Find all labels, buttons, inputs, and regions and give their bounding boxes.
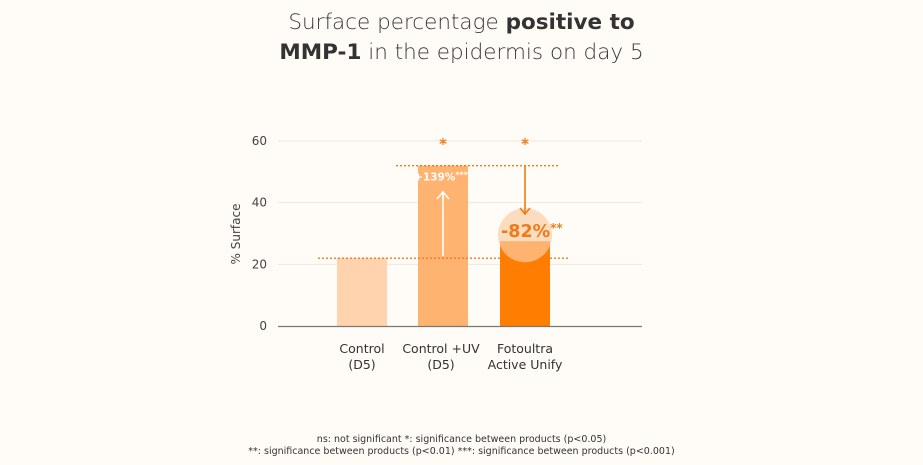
y-tick-label: 20 [252, 257, 267, 271]
y-axis-ticks: 0 20 40 60 [252, 134, 267, 333]
y-tick-label: 40 [252, 196, 267, 210]
annotations: * *+139%***-82%** [414, 135, 563, 263]
annotation-increase: +139%*** [414, 171, 469, 184]
category-labels: Control(D5)Control +UV(D5)FotoultraActiv… [339, 341, 563, 372]
category-label: (D5) [427, 357, 454, 372]
up-arrow-icon [436, 190, 450, 200]
title-line1-bold: positive to [505, 10, 635, 35]
y-tick-label: 60 [252, 134, 267, 148]
annotation-stars: ** [550, 221, 563, 235]
category-label: (D5) [348, 357, 375, 372]
title-line2-bold: MMP-1 [279, 40, 362, 65]
title-line2-normal: in the epidermis on day 5 [361, 40, 644, 65]
category-label: Control +UV [402, 341, 480, 356]
category-label: Active Unify [488, 357, 563, 372]
annotation-stars: *** [455, 171, 468, 180]
footnote: ns: not significant *: significance betw… [0, 434, 923, 458]
halo-overlap [500, 241, 550, 263]
footnote-line2: **: significance between products (p<0.0… [248, 446, 675, 457]
significance-star: * [521, 135, 529, 153]
y-tick-label: 0 [259, 319, 267, 333]
chart-title: Surface percentage positive to MMP-1 in … [0, 8, 923, 68]
annotation-decrease: -82%** [501, 221, 563, 242]
significance-star: * [439, 135, 447, 153]
y-axis-label: % Surface [229, 204, 243, 265]
category-label: Control [339, 341, 384, 356]
footnote-line1: ns: not significant *: significance betw… [316, 434, 607, 445]
category-label: Fotoultra [497, 341, 553, 356]
bar [337, 258, 387, 326]
down-arrow-icon [519, 207, 531, 216]
title-line1-normal: Surface percentage [288, 10, 506, 35]
